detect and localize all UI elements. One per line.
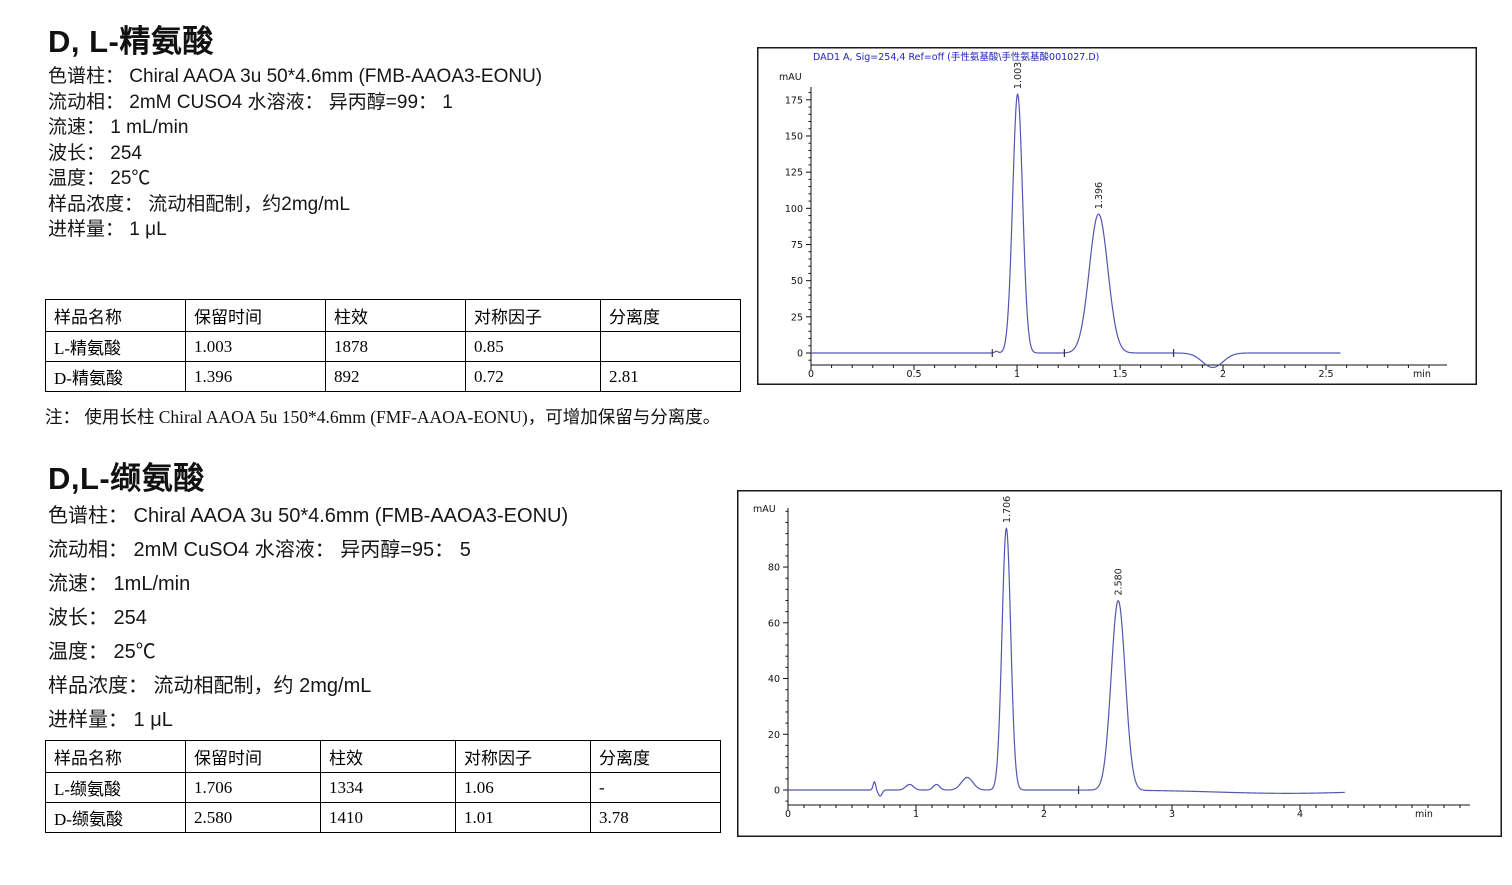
- info-line: 流动相： 2mM CuSO4 水溶液： 异丙醇=95： 5: [48, 539, 471, 561]
- section1-title: D, L-精氨酸: [48, 24, 214, 59]
- table-cell: L-缬氨酸: [45, 772, 186, 803]
- table-cell: D-精氨酸: [45, 361, 186, 392]
- svg-text:3: 3: [1169, 809, 1175, 820]
- info-line: 温度： 25℃: [48, 168, 151, 189]
- chromatogram-plot: DAD1 A, Sig=254,4 Ref=off (手性氨基酸\手性氨基酸00…: [757, 47, 1477, 385]
- info-line: 温度： 25℃: [48, 641, 156, 663]
- info-line: 色谱柱： Chiral AAOA 3u 50*4.6mm (FMB-AAOA3-…: [48, 66, 543, 87]
- section2-title: D,L-缬氨酸: [48, 461, 205, 496]
- svg-text:1: 1: [913, 809, 919, 820]
- info-line: 波长： 254: [48, 142, 142, 164]
- svg-text:25: 25: [791, 312, 803, 323]
- section2-results-table: 样品名称 保留时间 柱效 对称因子 分离度 L-缬氨酸 1.706 1334 1.06- D-缬氨…: [45, 740, 721, 833]
- table-row: L-精氨酸 1.003 1878 0.85: [45, 331, 741, 362]
- column-header: 样品名称: [45, 299, 186, 332]
- column-header: 保留时间: [185, 740, 321, 773]
- info-line: 流速： 1mL/min: [48, 573, 191, 595]
- table-row: D-精氨酸 1.396 892 0.72 2.81: [45, 361, 741, 392]
- table-row: D-缬氨酸 2.580 1410 1.01 3.78: [45, 802, 721, 833]
- column-header: 分离度: [600, 299, 741, 332]
- info-line: 进样量： 1 μL: [48, 219, 167, 240]
- table-cell: 1410: [320, 802, 456, 833]
- table-cell: D-缬氨酸: [45, 802, 186, 833]
- section1-conditions: 色谱柱： Chiral AAOA 3u 50*4.6mm (FMB-AAOA3-…: [48, 64, 542, 243]
- svg-text:60: 60: [768, 618, 780, 629]
- table-cell: 2.580: [185, 802, 321, 833]
- column-header: 对称因子: [465, 299, 601, 332]
- table-cell: 2.81: [600, 361, 741, 392]
- svg-text:0: 0: [774, 786, 780, 797]
- svg-text:80: 80: [768, 563, 780, 574]
- info-line: 进样量： 1 μL: [48, 709, 173, 731]
- info-line: 流速： 1 mL/min: [48, 117, 189, 138]
- table-cell: L-精氨酸: [45, 331, 186, 362]
- table-row: L-缬氨酸 1.706 1334 1.06-: [45, 772, 721, 803]
- column-header: 对称因子: [455, 740, 591, 773]
- table-cell: 892: [325, 361, 466, 392]
- table-cell: 1.003: [185, 331, 326, 362]
- svg-text:150: 150: [785, 131, 803, 142]
- svg-text:1: 1: [1014, 369, 1020, 380]
- svg-text:min: min: [1413, 369, 1431, 380]
- column-header: 样品名称: [45, 740, 186, 773]
- svg-text:20: 20: [768, 730, 780, 741]
- chromatogram-arginine: DAD1 A, Sig=254,4 Ref=off (手性氨基酸\手性氨基酸00…: [757, 47, 1477, 385]
- table-cell: 1334: [320, 772, 456, 803]
- table-cell: 1878: [325, 331, 466, 362]
- column-header: 柱效: [325, 299, 466, 332]
- table-cell: -: [590, 772, 721, 803]
- svg-text:0: 0: [808, 369, 814, 380]
- table-cell: [600, 331, 741, 362]
- svg-text:0: 0: [797, 349, 803, 360]
- table-cell: 1.706: [185, 772, 321, 803]
- section2-conditions: 色谱柱： Chiral AAOA 3u 50*4.6mm (FMB-AAOA3-…: [48, 499, 568, 737]
- column-header: 保留时间: [185, 299, 326, 332]
- table-cell: 0.85: [465, 331, 601, 362]
- svg-text:175: 175: [785, 95, 803, 106]
- section1-results-table: 样品名称 保留时间 柱效 对称因子 分离度 L-精氨酸 1.003 1878 0.85 D-精氨酸…: [45, 299, 741, 392]
- svg-text:75: 75: [791, 240, 803, 251]
- svg-text:DAD1 A, Sig=254,4 Ref=off (手性氨: DAD1 A, Sig=254,4 Ref=off (手性氨基酸\手性氨基酸00…: [813, 51, 1099, 63]
- svg-text:1.396: 1.396: [1094, 182, 1105, 209]
- table-cell: 1.06: [455, 772, 591, 803]
- svg-text:125: 125: [785, 168, 803, 179]
- svg-text:0.5: 0.5: [906, 369, 921, 380]
- info-line: 样品浓度： 流动相配制，约2mg/mL: [48, 193, 350, 215]
- svg-text:2.5: 2.5: [1318, 369, 1333, 380]
- svg-text:0: 0: [785, 809, 791, 820]
- column-header: 柱效: [320, 740, 456, 773]
- svg-text:50: 50: [791, 276, 803, 287]
- column-header: 分离度: [590, 740, 721, 773]
- chromatogram-plot: mAU 0 20 40 60 80 0 1 2 3 4 min 1.706 2.580: [737, 490, 1502, 837]
- section1-note: 注： 使用长柱 Chiral AAOA 5u 150*4.6mm (FMF-AA…: [45, 407, 721, 427]
- svg-text:40: 40: [768, 674, 780, 685]
- info-line: 色谱柱： Chiral AAOA 3u 50*4.6mm (FMB-AAOA3-…: [48, 505, 569, 527]
- svg-text:2: 2: [1041, 809, 1047, 820]
- table-cell: 1.396: [185, 361, 326, 392]
- info-line: 波长： 254: [48, 607, 147, 629]
- chromatogram-valine: mAU 0 20 40 60 80 0 1 2 3 4 min 1.706 2.580: [737, 490, 1502, 837]
- svg-text:1.5: 1.5: [1112, 369, 1127, 380]
- info-line: 流动相： 2mM CUSO4 水溶液： 异丙醇=99： 1: [48, 91, 453, 113]
- svg-text:mAU: mAU: [779, 72, 802, 83]
- table-cell: 1.01: [455, 802, 591, 833]
- table-cell: 3.78: [590, 802, 721, 833]
- table-cell: 0.72: [465, 361, 601, 392]
- svg-text:4: 4: [1297, 809, 1303, 820]
- svg-text:2.580: 2.580: [1114, 568, 1125, 595]
- svg-text:mAU: mAU: [753, 504, 776, 515]
- svg-text:1.706: 1.706: [1002, 496, 1013, 523]
- svg-text:2: 2: [1220, 369, 1226, 380]
- svg-text:1.003: 1.003: [1013, 62, 1024, 89]
- svg-text:100: 100: [785, 204, 803, 215]
- info-line: 样品浓度： 流动相配制，约 2mg/mL: [48, 675, 372, 697]
- svg-text:min: min: [1415, 809, 1433, 820]
